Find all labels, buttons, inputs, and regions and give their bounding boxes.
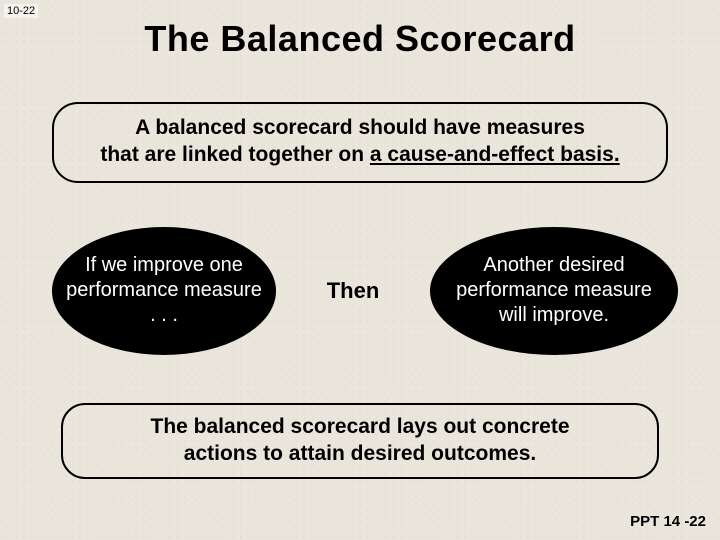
then-ellipse-text: Another desired performance measure will… <box>440 253 668 328</box>
outro-box: The balanced scorecard lays out concrete… <box>61 403 659 480</box>
page-number: 10-22 <box>4 4 38 18</box>
intro-line-1: A balanced scorecard should have measure… <box>76 114 644 141</box>
footer-label: PPT 14 -22 <box>630 513 706 530</box>
slide-title: The Balanced Scorecard <box>0 0 720 60</box>
intro-box: A balanced scorecard should have measure… <box>52 102 668 183</box>
intro-line-2-underlined: a cause-and-effect basis. <box>370 143 620 166</box>
if-ellipse: If we improve one performance measure . … <box>52 227 276 355</box>
intro-line-2: that are linked together on a cause-and-… <box>76 141 644 168</box>
intro-line-2-prefix: that are linked together on <box>100 143 370 166</box>
outro-line-1: The balanced scorecard lays out concrete <box>81 413 639 440</box>
outro-line-2: actions to attain desired outcomes. <box>81 440 639 467</box>
if-ellipse-text: If we improve one performance measure . … <box>62 253 266 328</box>
cause-effect-row: If we improve one performance measure . … <box>52 227 678 355</box>
connector-then: Then <box>327 278 380 304</box>
then-ellipse: Another desired performance measure will… <box>430 227 678 355</box>
